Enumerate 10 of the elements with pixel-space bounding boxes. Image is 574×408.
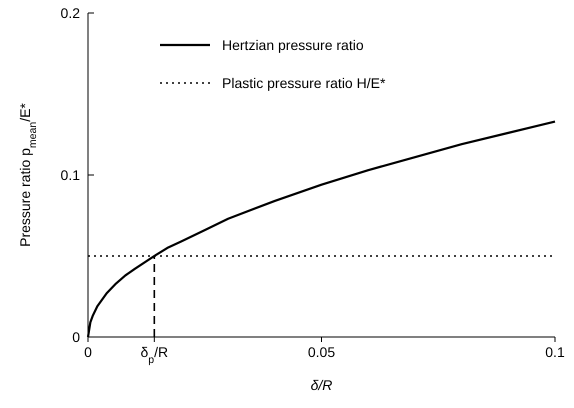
y-tick-label: 0	[72, 329, 80, 345]
y-tick-label: 0.2	[60, 5, 80, 21]
y-tick-label: 0.1	[60, 167, 80, 183]
x-axis-title: δ/R	[310, 377, 332, 393]
legend-label: Hertzian pressure ratio	[222, 37, 364, 53]
x-tick-label: 0.05	[308, 344, 336, 360]
x-tick-label: 0	[84, 344, 92, 360]
x-tick-label: 0.1	[545, 344, 565, 360]
legend-label: Plastic pressure ratio H/E*	[222, 75, 386, 91]
x-tick-label: δ$_{p}$/R	[140, 344, 168, 366]
